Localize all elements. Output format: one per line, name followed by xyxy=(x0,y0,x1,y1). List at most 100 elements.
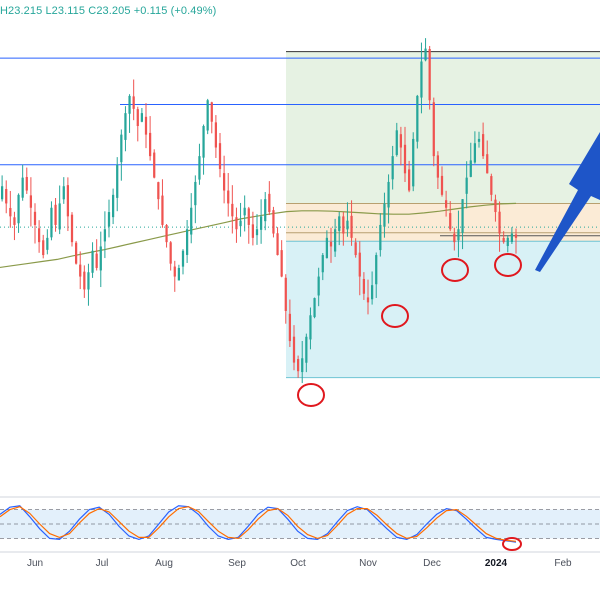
candle-body xyxy=(42,240,45,256)
candle-body xyxy=(239,220,242,227)
candle-body xyxy=(13,217,16,225)
swing-low-circle xyxy=(297,383,325,407)
candle-body xyxy=(165,225,168,243)
candle-body xyxy=(128,95,131,114)
candle-body xyxy=(50,207,53,238)
candle-body xyxy=(428,49,431,101)
candle-body xyxy=(29,195,33,208)
candle-body xyxy=(194,181,197,206)
osc-band xyxy=(0,509,600,539)
candle-body xyxy=(66,185,70,217)
candle-body xyxy=(21,177,24,198)
stoch-k-line xyxy=(0,505,517,543)
candle-body xyxy=(153,152,156,178)
candle-body xyxy=(329,241,333,247)
candle-body xyxy=(161,195,164,225)
candle-body xyxy=(510,233,514,243)
candle-body xyxy=(247,208,250,225)
candle-body xyxy=(91,250,94,273)
candle-body xyxy=(436,155,440,178)
candle-body xyxy=(383,203,386,227)
candle-body xyxy=(87,272,90,290)
candle-body xyxy=(132,96,135,109)
candle-body xyxy=(62,186,65,200)
candle-body xyxy=(284,277,287,311)
candle-body xyxy=(214,122,218,148)
candle-body xyxy=(473,143,477,163)
projection-arrow xyxy=(535,132,600,272)
candle-body xyxy=(272,210,275,234)
candle-body xyxy=(259,216,263,230)
candle-body xyxy=(157,182,160,200)
candle-body xyxy=(198,156,201,180)
candle-body xyxy=(255,229,259,236)
candle-body xyxy=(387,181,390,208)
candle-body xyxy=(9,207,12,217)
candle-body xyxy=(227,190,230,204)
candle-body xyxy=(342,216,345,234)
swing-low-circle xyxy=(441,258,469,282)
candle-body xyxy=(366,297,370,303)
x-tick-label: Oct xyxy=(290,558,306,569)
candle-body xyxy=(440,175,444,195)
change-value: +0.115 xyxy=(133,5,168,17)
candle-body xyxy=(313,298,316,318)
candle-body xyxy=(185,229,189,255)
candle-body xyxy=(350,215,353,238)
candle-body xyxy=(490,176,493,195)
candle-body xyxy=(498,211,501,234)
candle-body xyxy=(375,255,378,285)
candle-body xyxy=(210,102,213,122)
candle-body xyxy=(453,233,456,243)
candle-body xyxy=(506,237,509,246)
candle-body xyxy=(321,255,324,273)
candle-body xyxy=(477,138,481,142)
candle-body xyxy=(457,229,460,241)
candle-body xyxy=(202,126,205,158)
candle-body xyxy=(173,266,176,277)
candle-body xyxy=(358,252,361,277)
candle-body xyxy=(33,211,37,225)
candle-body xyxy=(243,207,246,216)
candle-body xyxy=(432,102,435,157)
candle-body xyxy=(354,242,357,256)
candle-body xyxy=(280,250,283,277)
candle-body xyxy=(486,154,489,174)
candle-body xyxy=(144,116,148,135)
low-value: 23.115 xyxy=(51,5,86,17)
close-label: C xyxy=(88,5,97,17)
candle-body xyxy=(111,194,115,218)
stoch-d-line xyxy=(0,506,517,542)
high-label: H xyxy=(0,5,9,17)
candle-body xyxy=(264,199,267,222)
candle-body xyxy=(140,113,144,122)
candle-body xyxy=(309,315,312,340)
candle-body xyxy=(37,228,41,243)
x-tick-label: 2024 xyxy=(485,558,508,569)
candle-body xyxy=(424,48,427,61)
candle-body xyxy=(449,213,452,230)
ohlc-header: H23.215 L23.115 C23.205 +0.115 (+0.49%) xyxy=(0,5,216,17)
candle-body xyxy=(222,173,226,191)
low-label: L xyxy=(45,5,52,17)
candle-body xyxy=(17,194,20,224)
candle-body xyxy=(301,358,304,373)
candle-body xyxy=(181,250,185,267)
fib-zone-blue xyxy=(286,241,600,378)
candle-body xyxy=(379,224,382,251)
candle-body xyxy=(412,138,415,187)
x-tick-label: Aug xyxy=(155,558,173,569)
candle-body xyxy=(502,237,505,243)
candle-body xyxy=(231,203,234,217)
candle-body xyxy=(0,186,4,200)
change-percent: (+0.49%) xyxy=(170,5,217,17)
candle-body xyxy=(268,193,271,213)
candle-body xyxy=(218,143,222,170)
candle-body xyxy=(317,276,320,296)
candle-body xyxy=(420,61,423,98)
candle-body xyxy=(416,95,419,142)
candle-body xyxy=(74,242,78,264)
x-tick-label: Dec xyxy=(423,558,441,569)
